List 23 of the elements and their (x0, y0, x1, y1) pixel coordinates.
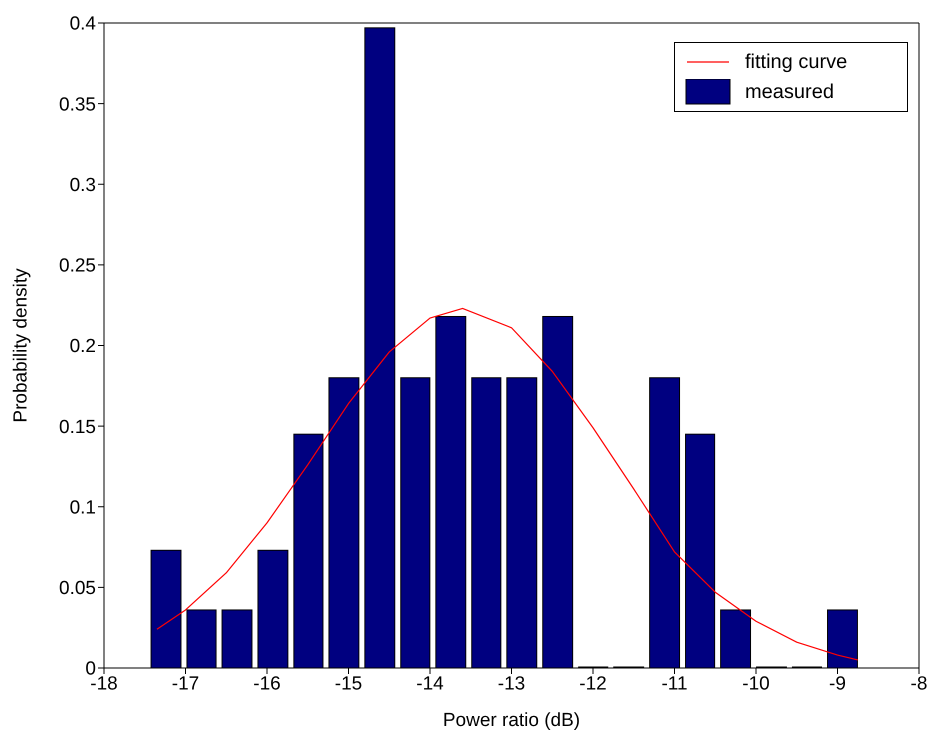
x-tick-label: -16 (253, 673, 281, 694)
y-tick-label: 0.25 (59, 256, 96, 277)
x-tick-label: -9 (829, 673, 846, 694)
x-tick-label: -14 (416, 673, 444, 694)
legend-label: measured (745, 80, 834, 104)
y-tick-label: 0 (85, 658, 96, 680)
x-axis-title: Power ratio (dB) (442, 710, 580, 731)
legend-label: fitting curve (745, 50, 848, 74)
x-tick-label: -13 (498, 673, 526, 694)
y-tick-label: 0.35 (59, 94, 96, 116)
y-tick-label: 0.1 (70, 497, 96, 518)
y-tick-label: 0.15 (59, 416, 96, 438)
x-tick-label: -8 (910, 673, 928, 694)
x-tick-label: -12 (579, 673, 607, 694)
x-tick-label: -17 (172, 673, 200, 694)
x-tick-label: -15 (334, 673, 362, 694)
y-tick-label: 0.4 (70, 14, 96, 35)
x-tick-label: -10 (742, 673, 770, 694)
y-tick-label: 0.3 (70, 174, 96, 196)
x-tick-label: -11 (661, 673, 688, 694)
y-tick-label: 0.2 (70, 336, 96, 358)
y-tick-label: 0.05 (59, 578, 96, 600)
y-axis-title: Probability density (10, 268, 32, 423)
